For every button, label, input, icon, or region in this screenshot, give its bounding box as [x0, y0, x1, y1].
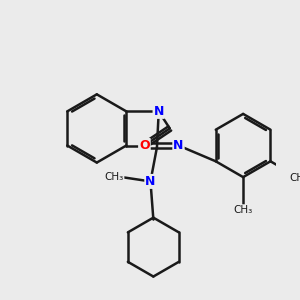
- Text: N: N: [145, 175, 156, 188]
- Text: CH₃: CH₃: [105, 172, 124, 182]
- Text: CH₃: CH₃: [289, 172, 300, 183]
- Text: CH₃: CH₃: [233, 205, 253, 215]
- Text: N: N: [154, 105, 164, 118]
- Text: O: O: [139, 139, 150, 152]
- Text: N: N: [173, 139, 184, 152]
